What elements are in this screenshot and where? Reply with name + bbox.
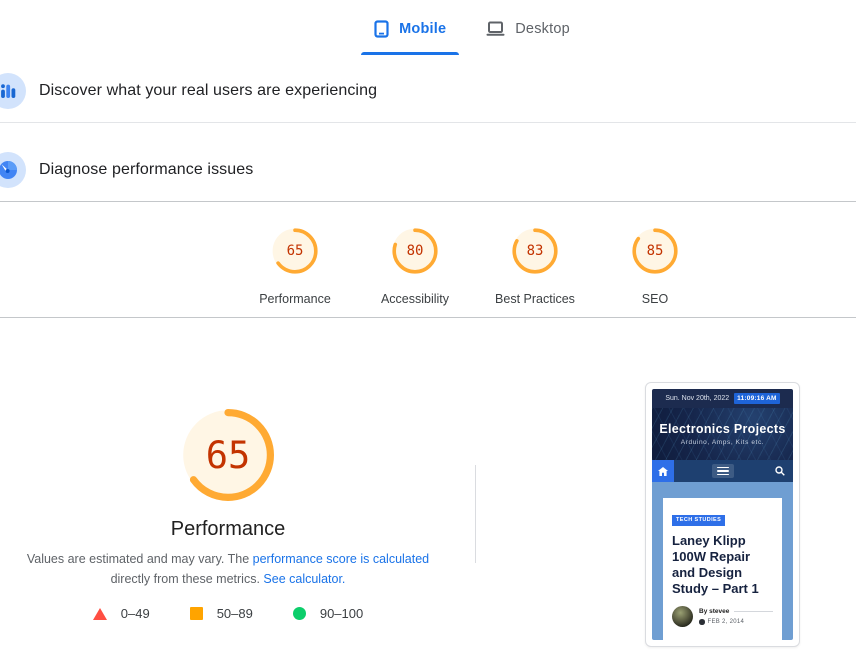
score-item-accessibility[interactable]: 80 Accessibility	[355, 227, 475, 306]
accessibility-score-label: Accessibility	[380, 292, 450, 306]
screenshot-site-header: Electronics Projects Arduino, Amps, Kits…	[652, 408, 793, 460]
screenshot-time-badge: 11:09:16 AM	[734, 393, 780, 404]
mobile-phone-icon	[374, 20, 389, 38]
fail-triangle-icon	[92, 607, 107, 620]
screenshot-site-subtitle: Arduino, Amps, Kits etc.	[680, 439, 765, 446]
tab-desktop[interactable]: Desktop	[473, 4, 583, 54]
performance-gauge: 65	[271, 227, 319, 275]
best-practices-gauge: 83	[511, 227, 559, 275]
score-legend: 0–49 50–89 90–100	[92, 606, 364, 621]
divider	[0, 122, 856, 123]
field-data-bars-icon	[0, 73, 26, 109]
home-icon	[652, 460, 674, 482]
screenshot-body: TECH STUDIES Laney Klipp 100W Repair and…	[652, 482, 793, 640]
desktop-laptop-icon	[486, 21, 505, 37]
disclaimer-text-1: Values are estimated and may vary. The	[26, 552, 253, 566]
divider	[0, 317, 856, 318]
page-screenshot-thumbnail[interactable]: Sun. Nov 20th, 2022 11:09:16 AM Electron…	[645, 382, 800, 647]
article-byline: By stevee FEB 2, 2014	[672, 606, 773, 627]
screenshot-content: Sun. Nov 20th, 2022 11:09:16 AM Electron…	[652, 389, 793, 640]
category-scores-row: 65 Performance 80 Accessibility 83	[0, 227, 856, 306]
legend-fail-range: 0–49	[120, 606, 150, 621]
legend-fail: 0–49	[92, 606, 150, 621]
clock-icon	[699, 619, 705, 625]
legend-average: 50–89	[189, 606, 253, 621]
byline-rule	[734, 611, 773, 612]
performance-score-value: 65	[286, 243, 304, 259]
performance-score-label: Performance	[259, 292, 331, 306]
main-performance-score-value: 65	[205, 433, 251, 477]
section-discover-title: Discover what your real users are experi…	[39, 82, 378, 99]
article-author: By stevee	[699, 608, 730, 615]
divider	[0, 201, 856, 202]
tab-mobile[interactable]: Mobile	[361, 4, 460, 55]
article-title: Laney Klipp 100W Repair and Design Study…	[672, 533, 759, 596]
score-item-performance[interactable]: 65 Performance	[235, 227, 355, 306]
average-square-icon	[189, 607, 203, 620]
performance-result-column: 65 Performance Values are estimated and …	[0, 317, 456, 621]
pass-circle-icon	[292, 607, 306, 620]
best-practices-score-label: Best Practices	[495, 292, 575, 306]
section-diagnose-performance[interactable]: Diagnose performance issues	[0, 152, 856, 188]
speedometer-icon	[0, 152, 26, 188]
article-category-badge: TECH STUDIES	[672, 514, 726, 526]
main-performance-label: Performance	[170, 518, 286, 540]
disclaimer-text-2: directly from these metrics.	[110, 572, 264, 586]
accessibility-score-value: 80	[406, 243, 424, 259]
device-tabbar: Mobile Desktop	[0, 4, 856, 55]
tab-desktop-label: Desktop	[515, 21, 570, 37]
score-disclaimer: Values are estimated and may vary. The p…	[18, 549, 438, 589]
author-avatar	[672, 606, 693, 627]
vertical-divider	[475, 465, 476, 563]
score-item-seo[interactable]: 85 SEO	[595, 227, 715, 306]
screenshot-navbar	[652, 460, 793, 482]
main-performance-gauge: 65	[180, 407, 276, 503]
screenshot-datebar: Sun. Nov 20th, 2022 11:09:16 AM	[652, 389, 793, 408]
screenshot-date: Sun. Nov 20th, 2022	[665, 395, 730, 402]
legend-average-range: 50–89	[216, 606, 253, 621]
article-meta: By stevee FEB 2, 2014	[699, 608, 773, 625]
tab-mobile-label: Mobile	[399, 21, 447, 37]
seo-score-value: 85	[646, 243, 664, 259]
legend-pass-range: 90–100	[319, 606, 364, 621]
performance-score-calc-link[interactable]: performance score is calculated	[252, 552, 430, 566]
score-item-best-practices[interactable]: 83 Best Practices	[475, 227, 595, 306]
section-discover-real-users[interactable]: Discover what your real users are experi…	[0, 73, 856, 109]
seo-gauge: 85	[631, 227, 679, 275]
screenshot-article-card: TECH STUDIES Laney Klipp 100W Repair and…	[663, 498, 782, 640]
seo-score-label: SEO	[641, 292, 669, 306]
screenshot-site-title: Electronics Projects	[659, 422, 786, 436]
see-calculator-link[interactable]: See calculator.	[263, 572, 346, 586]
hamburger-menu-icon	[711, 464, 734, 478]
section-diagnose-title: Diagnose performance issues	[39, 161, 254, 178]
search-icon	[775, 466, 785, 476]
accessibility-gauge: 80	[391, 227, 439, 275]
legend-pass: 90–100	[292, 606, 364, 621]
article-date: FEB 2, 2014	[707, 619, 745, 625]
best-practices-score-value: 83	[526, 243, 544, 259]
